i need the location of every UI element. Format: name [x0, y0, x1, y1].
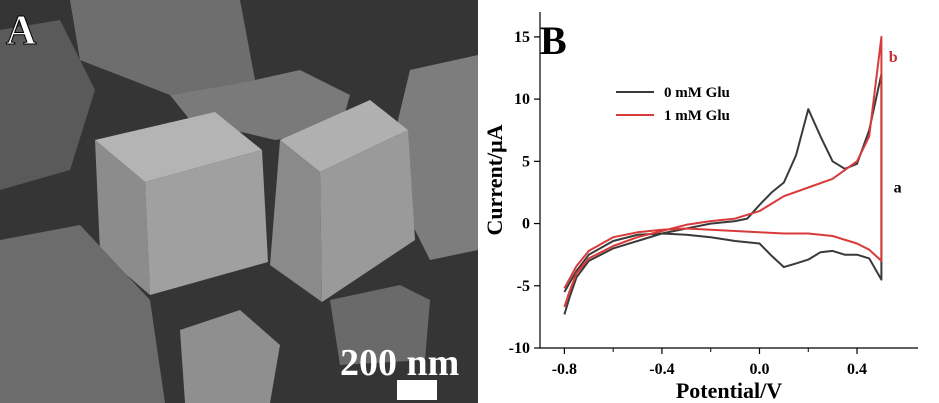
- series-layer: [563, 35, 883, 315]
- y-tick-label: 15: [514, 29, 530, 46]
- cv-chart-panel: B -0.8 -0.4 0.0 0.4 -10 -5 0 5 10 15 0 mM Glu 1 mM…: [478, 0, 939, 403]
- legend: 0 mM Glu 1 mM Glu: [616, 85, 730, 124]
- y-tick-label: 10: [514, 91, 530, 108]
- x-tick-label: 0.4: [847, 361, 867, 378]
- cube-bottom-right: [330, 285, 430, 365]
- cube-bottom-center: [180, 310, 280, 403]
- sem-image-panel: A 200 nm: [0, 0, 478, 403]
- legend-label-2: 1 mM Glu: [664, 108, 730, 124]
- x-axis-label: Potential/V: [676, 378, 782, 403]
- y-tick-label: -10: [509, 340, 530, 357]
- y-tick-label: 0: [522, 216, 530, 233]
- x-tick-label: -0.8: [552, 361, 577, 378]
- y-tick-label: 5: [522, 153, 530, 170]
- x-tick-label: -0.4: [649, 361, 674, 378]
- curve-label-b: b: [889, 49, 898, 66]
- cube-main-right: [145, 150, 268, 295]
- plot-frame: [539, 12, 918, 349]
- axis-ticks: -0.8 -0.4 0.0 0.4 -10 -5 0 5 10 15: [509, 29, 867, 378]
- cube-bottom-left: [0, 225, 165, 403]
- cube-main-top: [95, 112, 262, 182]
- scale-bar-label: 200 nm: [340, 342, 459, 384]
- sem-micrograph: A 200 nm: [0, 0, 478, 403]
- cube-right: [398, 55, 478, 260]
- curve-label-a: a: [894, 179, 902, 196]
- cube-right-left: [270, 140, 322, 302]
- series-line-2: [563, 35, 883, 308]
- cube-right-top: [280, 100, 408, 172]
- y-tick-label: -5: [517, 278, 530, 295]
- cube-left: [0, 20, 95, 190]
- cube-right-face: [320, 130, 415, 302]
- panel-a-label: A: [6, 8, 37, 54]
- cube-top-left: [70, 0, 255, 95]
- legend-label-1: 0 mM Glu: [664, 85, 730, 101]
- x-tick-label: 0.0: [749, 361, 769, 378]
- panel-b-label: B: [540, 18, 567, 63]
- cv-chart: B -0.8 -0.4 0.0 0.4 -10 -5 0 5 10 15 0 mM Glu 1 mM…: [482, 12, 918, 403]
- y-axis-label: Current/μA: [482, 124, 507, 235]
- scale-bar: [397, 380, 437, 400]
